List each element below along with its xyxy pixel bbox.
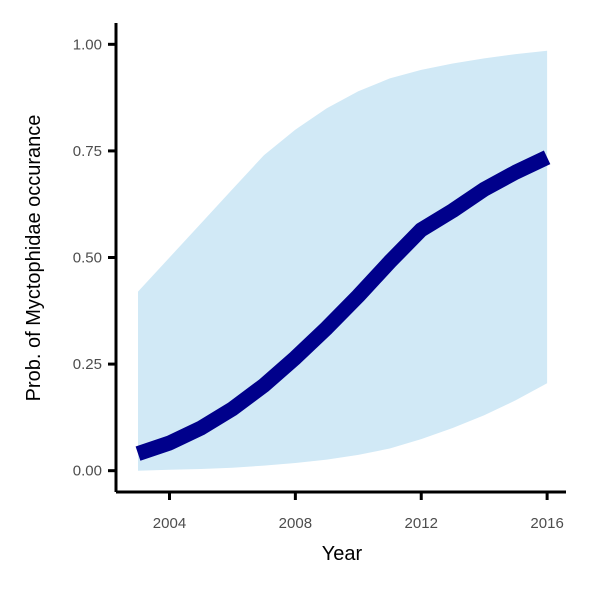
y-tick-label: 0.50 xyxy=(73,250,102,267)
y-axis-title: Prob. of Myctophidae occurance xyxy=(23,115,45,402)
trend-line-layer xyxy=(135,150,551,461)
y-tick-label: 0.75 xyxy=(73,143,102,160)
x-tick-label: 2016 xyxy=(530,515,563,532)
x-axis-title: Year xyxy=(322,543,363,565)
y-tick-label: 0.25 xyxy=(73,356,102,373)
confidence-band-layer xyxy=(138,50,548,471)
x-tick-label: 2004 xyxy=(153,515,186,532)
trend-line xyxy=(135,150,551,461)
y-tick-label: 1.00 xyxy=(73,36,102,53)
confidence-band xyxy=(138,50,548,471)
axes xyxy=(108,23,566,500)
x-tick-label: 2012 xyxy=(405,515,438,532)
y-tick-label: 0.00 xyxy=(73,463,102,480)
tick-labels: 0.00 0.25 0.50 0.75 1.00 2004 2008 2012 2016 xyxy=(73,36,564,532)
x-tick-label: 2008 xyxy=(279,515,312,532)
